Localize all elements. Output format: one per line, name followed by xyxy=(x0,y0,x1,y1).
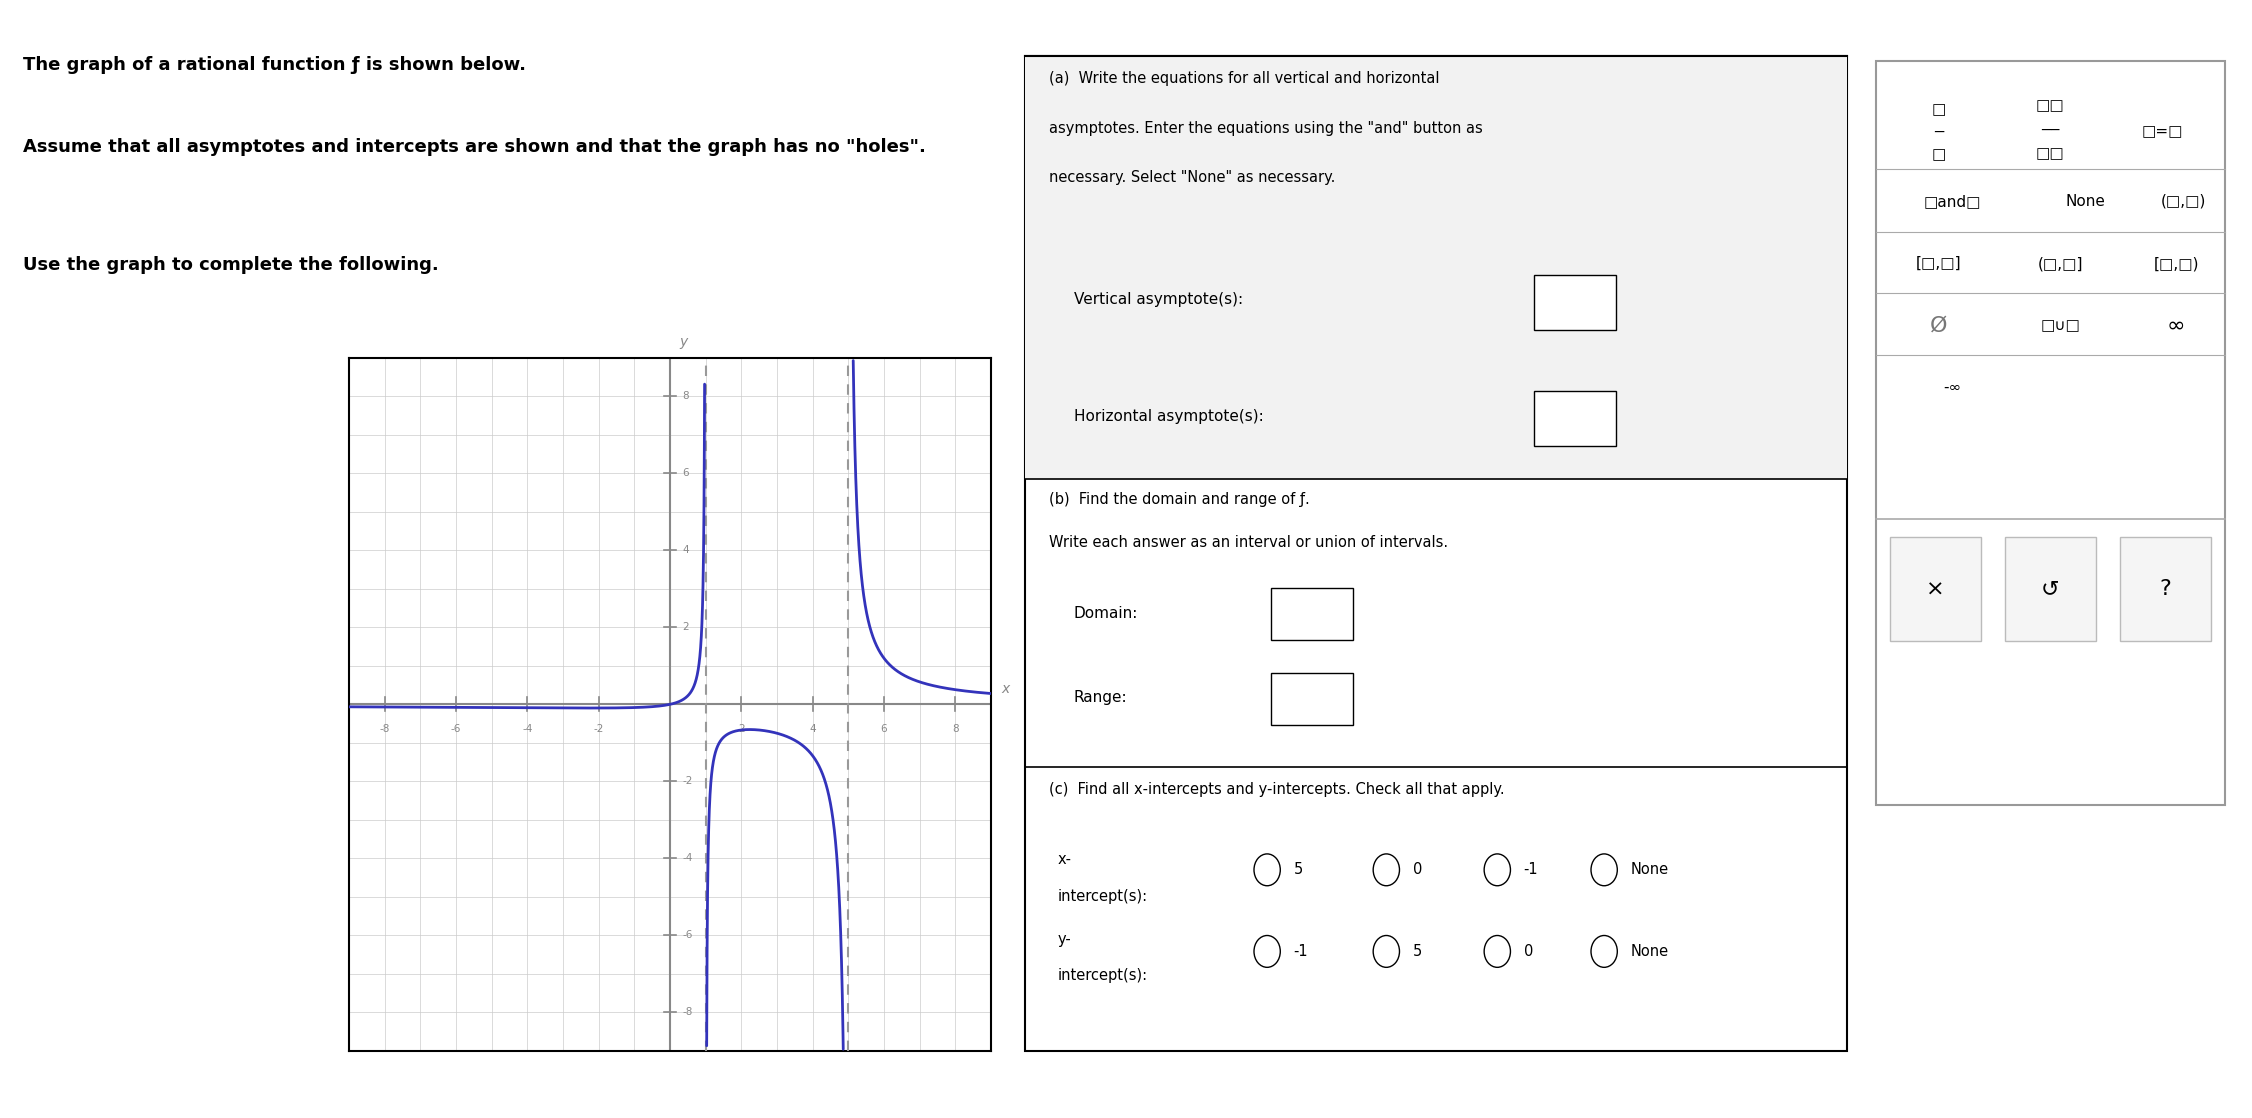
Bar xyxy=(1272,588,1353,639)
Text: 4: 4 xyxy=(682,546,689,556)
Text: -∞: -∞ xyxy=(1943,380,1961,395)
Text: [□,□): [□,□) xyxy=(2153,256,2198,272)
Text: 5: 5 xyxy=(1293,862,1302,878)
Text: □=□: □=□ xyxy=(2142,124,2182,140)
Text: 2: 2 xyxy=(739,723,745,733)
Text: (□,□): (□,□) xyxy=(2160,193,2205,209)
Bar xyxy=(1534,391,1617,446)
Text: -8: -8 xyxy=(381,723,390,733)
Text: 6: 6 xyxy=(881,723,887,733)
Text: -2: -2 xyxy=(595,723,604,733)
Text: -8: -8 xyxy=(682,1007,694,1017)
Text: necessary. Select "None" as necessary.: necessary. Select "None" as necessary. xyxy=(1049,170,1335,186)
Text: (b)  Find the domain and range of ƒ.: (b) Find the domain and range of ƒ. xyxy=(1049,492,1311,506)
Text: None: None xyxy=(1630,944,1669,959)
Bar xyxy=(2121,538,2211,642)
Text: asymptotes. Enter the equations using the "and" button as: asymptotes. Enter the equations using th… xyxy=(1049,121,1484,135)
Text: □∪□: □∪□ xyxy=(2040,318,2081,333)
Bar xyxy=(1272,673,1353,724)
Text: Ø: Ø xyxy=(1930,315,1948,335)
Text: y: y xyxy=(678,335,687,349)
Text: 5: 5 xyxy=(1412,944,1421,959)
Text: □: □ xyxy=(1932,146,1946,162)
Text: ×: × xyxy=(1925,579,1943,599)
Text: 0: 0 xyxy=(1412,862,1421,878)
Text: -6: -6 xyxy=(450,723,462,733)
Text: -1: -1 xyxy=(1293,944,1308,959)
Text: ?: ? xyxy=(2160,579,2171,599)
Text: intercept(s):: intercept(s): xyxy=(1058,968,1149,984)
Text: 6: 6 xyxy=(682,468,689,479)
Text: (□,□]: (□,□] xyxy=(2038,256,2083,272)
Text: (c)  Find all x-intercepts and y-intercepts. Check all that apply.: (c) Find all x-intercepts and y-intercep… xyxy=(1049,783,1504,797)
Text: -2: -2 xyxy=(682,776,694,786)
Bar xyxy=(2004,538,2097,642)
Text: (a)  Write the equations for all vertical and horizontal: (a) Write the equations for all vertical… xyxy=(1049,70,1439,86)
Text: x-: x- xyxy=(1058,852,1072,866)
Text: intercept(s):: intercept(s): xyxy=(1058,889,1149,903)
Text: 2: 2 xyxy=(682,623,689,633)
Text: -4: -4 xyxy=(522,723,531,733)
Text: None: None xyxy=(1630,862,1669,878)
Text: Use the graph to complete the following.: Use the graph to complete the following. xyxy=(23,256,439,275)
Text: ∞: ∞ xyxy=(2166,315,2184,335)
Text: -4: -4 xyxy=(682,853,694,863)
Bar xyxy=(1534,275,1617,330)
Text: -1: -1 xyxy=(1525,862,1538,878)
Text: Assume that all asymptotes and intercepts are shown and that the graph has no "h: Assume that all asymptotes and intercept… xyxy=(23,139,926,157)
Text: ↺: ↺ xyxy=(2040,579,2061,599)
Text: 0: 0 xyxy=(1525,944,1534,959)
Text: Vertical asymptote(s):: Vertical asymptote(s): xyxy=(1074,292,1243,307)
Text: Write each answer as an interval or union of intervals.: Write each answer as an interval or unio… xyxy=(1049,536,1448,550)
Text: x: x xyxy=(1002,682,1009,695)
Text: □□: □□ xyxy=(2036,146,2065,161)
Text: -6: -6 xyxy=(682,930,694,940)
Text: None: None xyxy=(2065,193,2106,209)
Text: ──: ── xyxy=(2040,122,2061,138)
Text: [□,□]: [□,□] xyxy=(1916,256,1961,272)
Text: Domain:: Domain: xyxy=(1074,606,1137,620)
Text: 8: 8 xyxy=(953,723,959,733)
Text: The graph of a rational function ƒ is shown below.: The graph of a rational function ƒ is sh… xyxy=(23,56,525,74)
Text: 8: 8 xyxy=(682,391,689,401)
Text: ─: ─ xyxy=(1934,124,1943,140)
Text: □and□: □and□ xyxy=(1923,193,1982,209)
Text: Range:: Range: xyxy=(1074,690,1128,705)
Text: □: □ xyxy=(1932,103,1946,117)
Text: y-: y- xyxy=(1058,931,1072,947)
Bar xyxy=(1889,538,1982,642)
Text: □□: □□ xyxy=(2036,98,2065,114)
Bar xyxy=(1025,56,1847,479)
Text: 4: 4 xyxy=(808,723,815,733)
Text: Horizontal asymptote(s):: Horizontal asymptote(s): xyxy=(1074,408,1263,424)
